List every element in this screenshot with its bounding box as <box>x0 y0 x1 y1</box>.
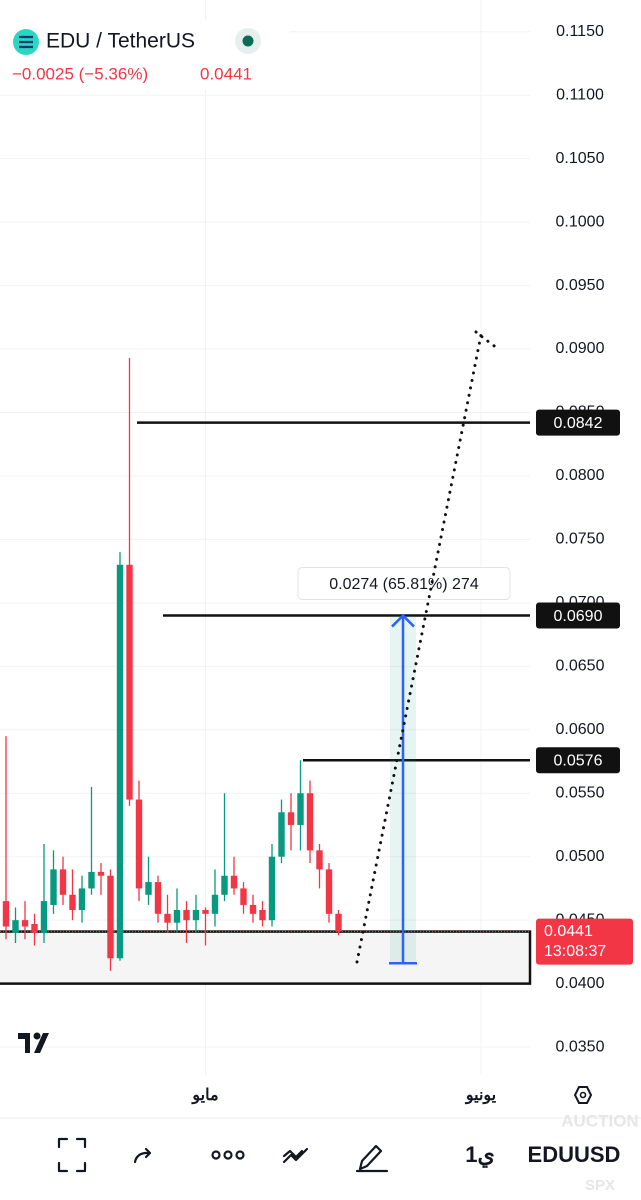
y-tick-label: 0.0900 <box>556 340 605 357</box>
measure-label: 0.0274 (65.81%) 274 <box>329 576 479 593</box>
projection-line <box>355 330 499 964</box>
candle-body <box>183 910 190 921</box>
y-tick-label: 0.0950 <box>556 277 605 294</box>
y-tick-label: 0.0750 <box>556 531 605 548</box>
draw-button[interactable] <box>355 1144 389 1173</box>
ghost-label: AUCTION <box>561 1111 638 1130</box>
last-price: 0.0441 <box>200 64 252 83</box>
candle-body <box>297 793 304 825</box>
y-tick-label: 0.0350 <box>556 1038 605 1055</box>
symbol-button[interactable]: EDUUSD <box>528 1142 621 1167</box>
candle-body <box>192 910 200 921</box>
logo <box>18 1033 49 1053</box>
candle-body <box>278 812 285 857</box>
candle-body <box>240 888 247 905</box>
candle-body <box>325 869 333 914</box>
status-dot <box>242 35 254 47</box>
candle-body <box>116 564 124 959</box>
candle-body <box>154 882 162 914</box>
candle-body <box>316 850 323 870</box>
level-label: 0.0842 <box>554 415 603 432</box>
candle-body <box>164 913 171 923</box>
fullscreen-button[interactable] <box>57 1137 87 1173</box>
y-tick-label: 0.1100 <box>556 86 604 103</box>
candle-body <box>40 901 48 933</box>
y-tick-label: 0.0500 <box>556 848 605 865</box>
last-price-bg <box>536 918 633 965</box>
candle-body <box>259 910 266 921</box>
level-label-bg <box>536 747 620 774</box>
more-dot <box>235 1150 245 1160</box>
candle-body <box>50 869 57 905</box>
candle-body <box>107 875 114 959</box>
measure-head <box>391 613 415 628</box>
drawings <box>0 421 532 985</box>
candle-body <box>78 888 86 911</box>
redo-button[interactable] <box>133 1147 152 1164</box>
ghost-label: SPX <box>585 1177 615 1194</box>
y-tick-label: 0.1050 <box>556 150 605 167</box>
candle-body <box>97 871 105 876</box>
candle-body <box>126 564 133 800</box>
more-button[interactable] <box>211 1150 221 1160</box>
level-label: 0.0576 <box>554 752 603 769</box>
candle-body <box>2 901 10 927</box>
candle-body <box>230 875 238 889</box>
level-label: 0.0690 <box>554 608 603 625</box>
symbol-icon-lines <box>19 35 33 49</box>
candle-body <box>221 875 228 895</box>
candle-body <box>69 894 76 911</box>
more-dot <box>223 1150 233 1160</box>
y-tick-label: 0.0550 <box>556 784 605 801</box>
overlays: 0.0842 0.0690 0.0576 0.0274 (65.81%) 274 0.0… <box>297 409 633 965</box>
symbol-title: EDU / TetherUS <box>46 30 195 53</box>
y-tick-label: 0.0650 <box>556 658 605 675</box>
last-price-label: 0.0441 <box>544 923 593 940</box>
x-tick-label: مايو <box>191 1087 218 1105</box>
candle-body <box>173 910 181 923</box>
y-tick-label: 0.0600 <box>556 721 605 738</box>
candle-body <box>211 894 219 914</box>
candle-body <box>202 910 209 914</box>
candle-body <box>145 882 152 895</box>
candle-body <box>268 856 276 921</box>
candle-body <box>306 793 314 851</box>
interval-button[interactable]: 1ي <box>465 1142 494 1168</box>
candle-body <box>249 904 257 914</box>
candle-body <box>88 871 95 889</box>
settings-icon <box>579 1091 587 1099</box>
candle-body <box>59 869 67 895</box>
countdown-label: 13:08:37 <box>544 943 606 960</box>
indicators-button[interactable] <box>282 1147 309 1164</box>
y-tick-label: 0.1000 <box>556 213 605 230</box>
y-tick-label: 0.0400 <box>556 975 605 992</box>
candle-body <box>135 799 143 889</box>
y-tick-label: 0.1150 <box>556 23 604 40</box>
candle-body <box>287 812 295 825</box>
level-label-bg <box>536 602 620 629</box>
level-label-bg <box>536 409 620 436</box>
candle-body <box>21 920 29 927</box>
zone-box <box>0 930 532 985</box>
measure-label-bg <box>297 567 511 601</box>
grid: 0.03500.04000.04500.05000.05500.06000.06… <box>0 0 605 1105</box>
candle-body <box>335 913 342 932</box>
candle-body <box>31 923 38 933</box>
y-tick-label: 0.0800 <box>556 467 605 484</box>
logo-dot <box>33 1032 41 1040</box>
x-tick-label: يونيو <box>465 1087 497 1105</box>
candles <box>2 357 342 971</box>
price-change: −0.0025 (−5.36%) <box>12 64 148 83</box>
settings-button[interactable] <box>573 1086 593 1104</box>
candle-body <box>12 920 19 933</box>
